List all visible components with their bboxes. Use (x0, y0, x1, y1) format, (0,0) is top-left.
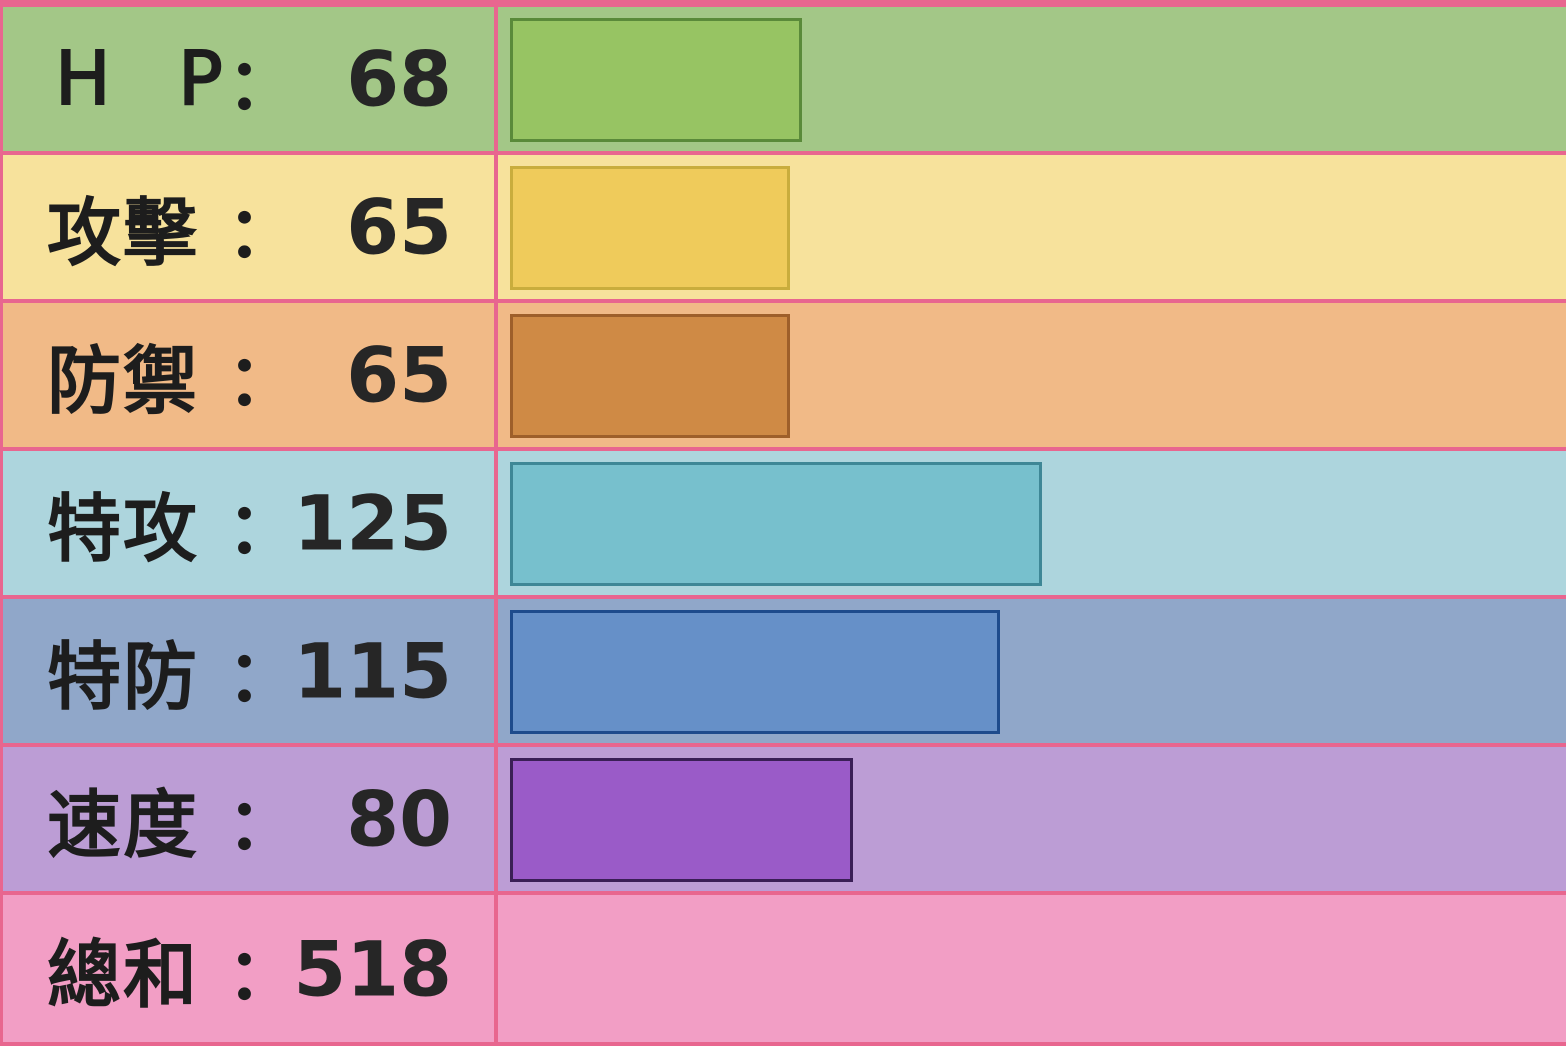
stat-name: H P (54, 35, 245, 123)
stat-bar-track (498, 451, 1566, 595)
stat-bar-track (498, 895, 1566, 1042)
stat-row: 特攻 ： 125 (0, 451, 1566, 599)
stat-value: 65 (346, 182, 452, 272)
stat-bar-track (498, 599, 1566, 743)
stat-colon: ： (227, 43, 297, 126)
stat-name: 攻擊 (47, 190, 199, 277)
stat-colon: ： (227, 933, 297, 1015)
stat-bar-track (498, 155, 1566, 299)
stat-colon: ： (227, 191, 297, 274)
stat-name: 特防 (47, 634, 199, 721)
stat-row: H P： 68 (0, 7, 1566, 155)
stat-value: 125 (293, 478, 452, 568)
stat-bar (510, 610, 1000, 734)
stat-label-cell: 總和 ： 518 (3, 895, 498, 1042)
stat-label-cell: 防禦 ： 65 (3, 303, 498, 447)
stat-name: 速度 (47, 782, 199, 869)
stat-value: 65 (346, 330, 452, 420)
stat-name: 總和 (47, 932, 199, 1018)
stat-bar (510, 166, 790, 290)
stat-label-cell: 特攻 ： 125 (3, 451, 498, 595)
stat-name: 防禦 (47, 338, 199, 425)
stat-row: 特防 ： 115 (0, 599, 1566, 747)
stat-value: 518 (293, 924, 452, 1013)
stat-value: 68 (346, 34, 452, 124)
stat-label-cell: 特防 ： 115 (3, 599, 498, 743)
stat-colon: ： (227, 339, 297, 422)
stat-bar-track (498, 7, 1566, 151)
stat-row: 攻擊 ： 65 (0, 155, 1566, 303)
stat-value: 115 (293, 626, 452, 716)
stat-bar (510, 18, 802, 142)
stat-row: 防禦 ： 65 (0, 303, 1566, 451)
stat-colon: ： (227, 783, 297, 866)
stat-row: 速度 ： 80 (0, 747, 1566, 895)
stat-row: 總和 ： 518 (0, 895, 1566, 1046)
stat-bar-track (498, 747, 1566, 891)
stat-colon: ： (227, 635, 297, 718)
stat-bar (510, 314, 790, 438)
stat-bar (510, 758, 853, 882)
stat-bar-track (498, 303, 1566, 447)
stat-label-cell: H P： 68 (3, 7, 498, 151)
stat-bar (510, 462, 1042, 586)
stat-label-cell: 速度 ： 80 (3, 747, 498, 891)
stat-colon: ： (227, 487, 297, 570)
stat-label-cell: 攻擊 ： 65 (3, 155, 498, 299)
stat-value: 80 (346, 774, 452, 864)
stat-name: 特攻 (47, 486, 199, 573)
